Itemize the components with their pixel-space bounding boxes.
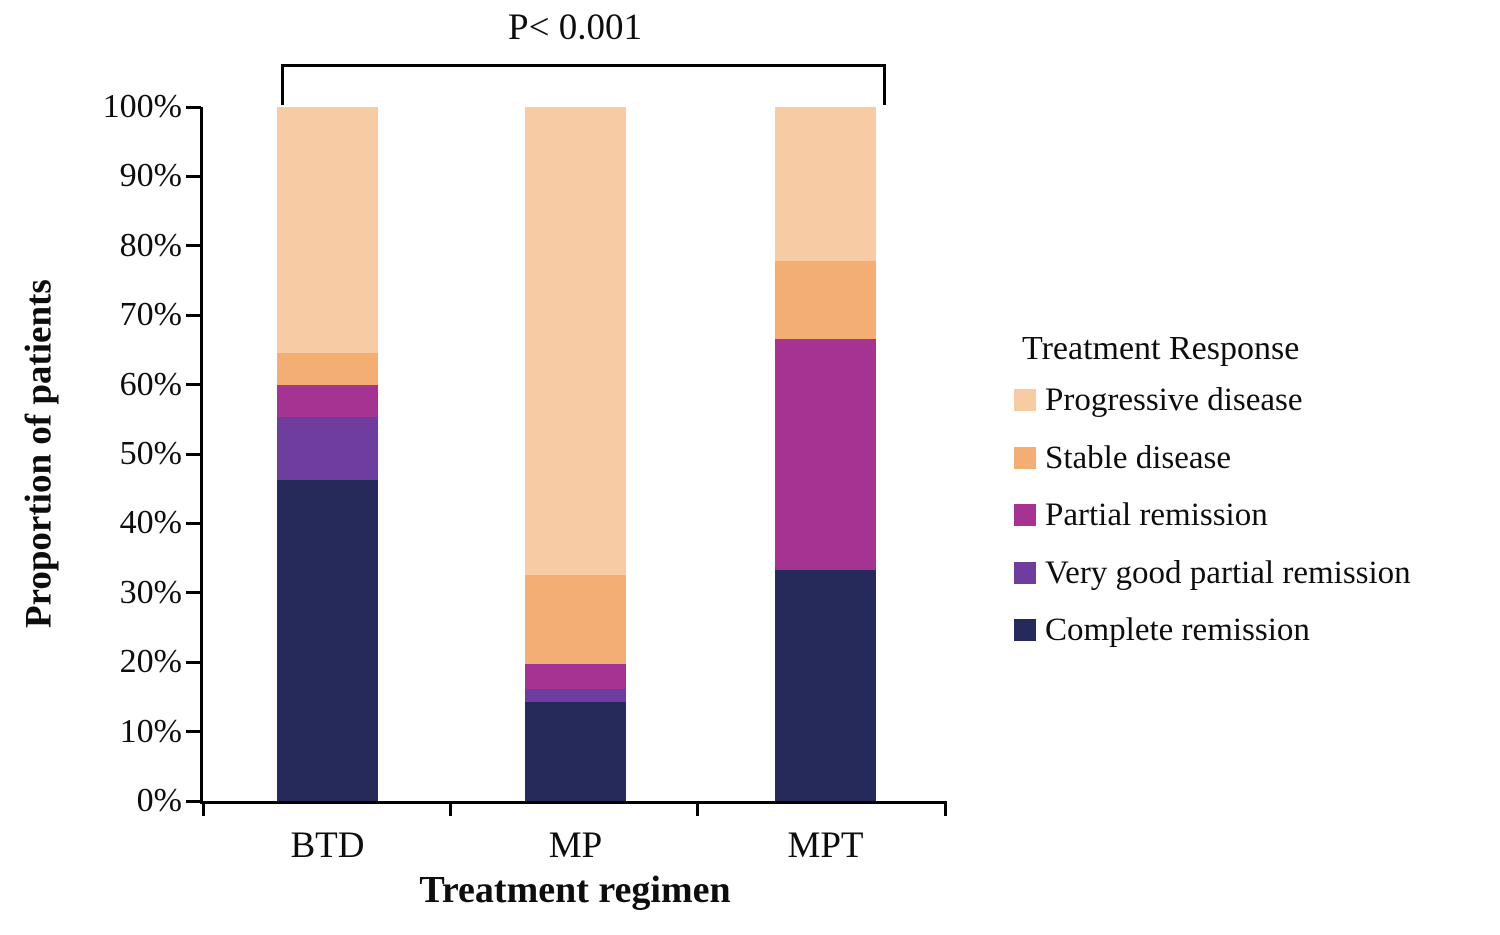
bar-segment-mpt-partial-remission [775, 338, 876, 570]
bar-segment-mp-complete-remission [525, 701, 626, 801]
y-tick-mark [186, 521, 201, 525]
significance-bracket-right-arm [883, 64, 886, 105]
y-axis-line [200, 107, 203, 804]
bar-segment-mp-progressive-disease [525, 107, 626, 575]
legend-swatch-icon [1014, 389, 1036, 411]
legend-item-progressive-disease: Progressive disease [1014, 382, 1303, 418]
x-tick-mark [448, 801, 452, 816]
bar-segment-mp-partial-remission [525, 664, 626, 690]
bar-segment-btd-complete-remission [277, 480, 378, 801]
y-tick-label: 50% [119, 435, 182, 472]
x-tick-mark [943, 801, 947, 816]
bar-segment-mpt-progressive-disease [775, 107, 876, 262]
legend-swatch-icon [1014, 561, 1036, 584]
y-tick-mark [186, 660, 201, 664]
y-tick-label: 0% [136, 782, 182, 819]
legend-item-label: Stable disease [1045, 439, 1232, 476]
legend-swatch-icon [1014, 446, 1036, 469]
legend-item-label: Very good partial remission [1045, 554, 1411, 591]
y-tick-label: 100% [102, 88, 182, 125]
y-tick-label: 10% [119, 712, 182, 750]
bar-segment-btd-progressive-disease [277, 107, 378, 353]
bar-segment-mp-very-good-partial-remission [525, 689, 626, 702]
x-category-label-btd: BTD [290, 825, 365, 866]
legend-item-label: Progressive disease [1045, 382, 1303, 418]
bar-mp [525, 107, 626, 801]
legend-item-label: Complete remission [1045, 612, 1310, 648]
y-tick-label: 40% [119, 504, 182, 542]
y-tick-label: 60% [119, 365, 182, 403]
bar-mpt [775, 107, 876, 801]
y-tick-mark [186, 174, 201, 178]
bar-segment-btd-stable-disease [277, 352, 378, 385]
bar-segment-btd-very-good-partial-remission [277, 416, 378, 481]
legend-item-label: Partial remission [1045, 497, 1268, 533]
legend-title: Treatment Response [1022, 330, 1300, 367]
x-tick-mark [201, 801, 205, 816]
y-tick-label: 30% [119, 573, 182, 611]
bar-segment-mpt-stable-disease [775, 261, 876, 339]
legend-swatch-icon [1014, 504, 1036, 526]
y-tick-label: 80% [119, 226, 182, 264]
x-axis-line [200, 801, 945, 804]
legend-item-very-good-partial-remission: Very good partial remission [1014, 555, 1411, 591]
y-tick-mark [186, 244, 201, 248]
y-tick-mark [186, 730, 201, 734]
significance-bracket-horizontal [281, 64, 886, 67]
legend-item-complete-remission: Complete remission [1014, 612, 1310, 648]
legend-item-partial-remission: Partial remission [1014, 497, 1268, 533]
x-category-label-mp: MP [548, 825, 603, 866]
x-axis-title: Treatment regimen [419, 869, 731, 911]
y-tick-mark [186, 452, 201, 456]
legend-swatch-icon [1014, 619, 1036, 641]
y-tick-label: 20% [119, 643, 182, 681]
bar-segment-mpt-complete-remission [775, 569, 876, 801]
legend-item-stable-disease: Stable disease [1014, 440, 1231, 476]
significance-bracket-left-arm [281, 64, 284, 105]
y-tick-mark [186, 383, 201, 387]
x-category-label-mpt: MPT [787, 825, 864, 866]
bar-segment-btd-partial-remission [277, 384, 378, 417]
y-tick-mark [186, 799, 201, 803]
y-tick-mark [186, 591, 201, 595]
y-tick-label: 70% [119, 296, 182, 334]
p-value-label: P< 0.001 [508, 7, 642, 48]
y-tick-mark [186, 313, 201, 317]
x-tick-mark [696, 801, 700, 816]
bar-btd [277, 107, 378, 801]
bar-segment-mp-stable-disease [525, 574, 626, 665]
y-tick-mark [186, 105, 201, 109]
y-tick-label: 90% [119, 157, 182, 195]
